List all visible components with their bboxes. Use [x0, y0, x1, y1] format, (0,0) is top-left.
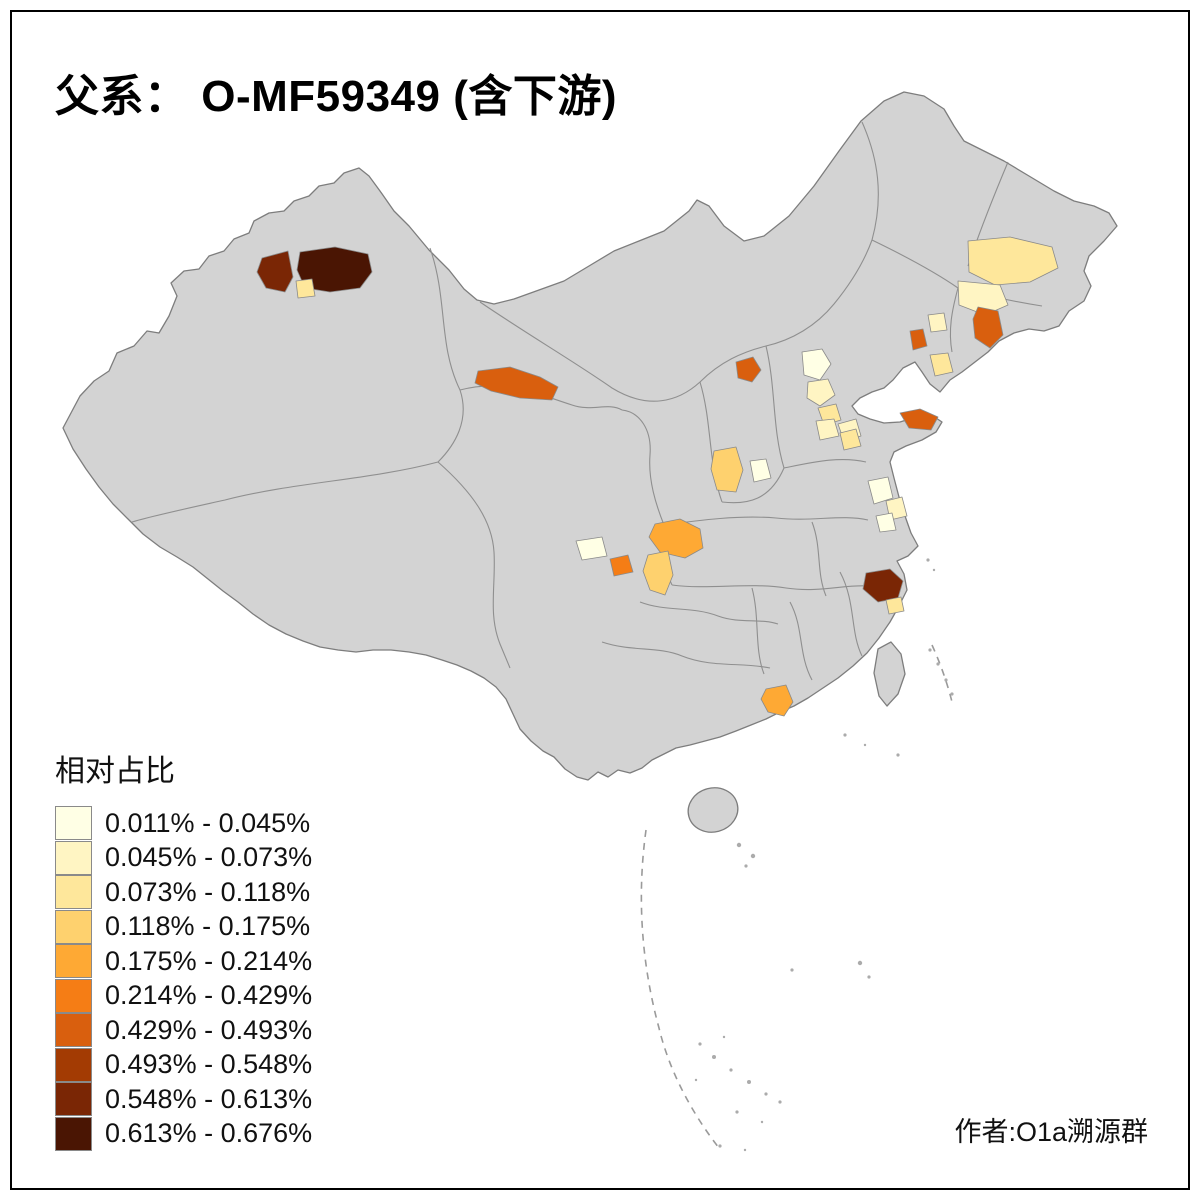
- map-region-liaodong-south: [929, 352, 954, 377]
- map-region-pearl-river-delta: [760, 684, 794, 717]
- legend-item: 0.011% - 0.045%: [55, 806, 312, 841]
- attribution: 作者:O1a溯源群: [954, 1117, 1148, 1147]
- map-region-central-jiangsu-1: [867, 476, 894, 505]
- legend-label: 0.214% - 0.429%: [105, 980, 313, 1011]
- legend-item: 0.214% - 0.429%: [55, 978, 313, 1014]
- legend-swatch: [55, 944, 92, 979]
- map-region-northern-hebei-1: [801, 348, 832, 381]
- legend-swatch: [55, 1013, 92, 1048]
- legend-item: 0.175% - 0.214%: [55, 944, 312, 979]
- map-region-shandong-peninsula-tip: [899, 408, 939, 431]
- legend-label: 0.429% - 0.493%: [105, 1014, 313, 1045]
- legend-title: 相对占比: [55, 755, 175, 788]
- legend-item: 0.613% - 0.676%: [55, 1116, 313, 1152]
- map-region-southern-jiangsu: [875, 512, 897, 533]
- map-region-central-shanxi: [710, 446, 744, 493]
- mainland-landmass: [62, 91, 1118, 833]
- legend-swatch: [55, 909, 92, 944]
- legend-label: 0.548% - 0.613%: [105, 1083, 313, 1114]
- map-region-western-gansu-corridor: [474, 366, 559, 401]
- legend-label: 0.118% - 0.175%: [105, 911, 311, 942]
- legend-label: 0.011% - 0.045%: [105, 807, 311, 838]
- map-region-central-jilin: [967, 236, 1059, 286]
- map-region-western-shandong-2: [839, 428, 862, 451]
- legend-label: 0.073% - 0.118%: [105, 876, 311, 907]
- legend-item: 0.118% - 0.175%: [55, 909, 312, 945]
- legend-swatch: [55, 875, 92, 910]
- legend-items: 0.011% - 0.045% 0.045% - 0.073% 0.073% - 0…: [55, 806, 312, 1151]
- legend: 相对占比 0.011% - 0.045% 0.045% - 0.073% 0.073…: [55, 746, 312, 1151]
- map-region-liaoning-small-north: [927, 312, 948, 333]
- choropleth-regions: [256, 236, 1059, 717]
- map-region-zhejiang-small: [885, 596, 905, 615]
- page-title: 父系： O-MF59349 (含下游): [55, 72, 618, 121]
- map-region-beijing-area: [735, 356, 762, 383]
- legend-item: 0.045% - 0.073%: [55, 840, 313, 876]
- map-region-western-liaoning: [909, 328, 928, 351]
- legend-item: 0.073% - 0.118%: [55, 875, 312, 910]
- map-region-chengdu-area: [648, 518, 704, 559]
- map-region-eastern-liaoning: [972, 306, 1004, 349]
- legend-label: 0.175% - 0.214%: [105, 945, 313, 976]
- taiwan-island: [873, 641, 906, 707]
- map-region-northern-xinjiang-west: [256, 250, 294, 293]
- legend-swatch: [55, 1116, 92, 1151]
- legend-label: 0.493% - 0.548%: [105, 1049, 313, 1080]
- legend-swatch: [55, 806, 92, 841]
- map-region-eastern-shanxi: [749, 458, 772, 483]
- legend-swatch: [55, 1047, 92, 1082]
- legend-label: 0.613% - 0.676%: [105, 1118, 313, 1149]
- small-islands: [694, 558, 954, 1152]
- legend-label: 0.045% - 0.073%: [105, 842, 313, 873]
- china-outline: [62, 91, 1118, 781]
- map-region-central-sichuan-small: [609, 554, 634, 577]
- legend-swatch: [55, 978, 92, 1013]
- legend-swatch: [55, 840, 92, 875]
- map-region-northern-xinjiang-east: [296, 246, 373, 293]
- map-region-western-shandong-1: [815, 418, 840, 441]
- map-region-northern-hebei-2: [806, 378, 836, 407]
- map-region-western-sichuan-cream: [575, 536, 608, 561]
- legend-swatch: [55, 1082, 92, 1117]
- hainan-island: [687, 787, 739, 833]
- map-region-northern-liaoning: [957, 280, 1009, 316]
- map-region-northern-xinjiang-small: [295, 278, 316, 299]
- map-region-chongqing-strip: [642, 550, 674, 596]
- legend-item: 0.429% - 0.493%: [55, 1013, 312, 1048]
- legend-item: 0.548% - 0.613%: [55, 1082, 312, 1117]
- legend-item: 0.493% - 0.548%: [55, 1047, 313, 1083]
- south-china-sea-boundary: [640, 644, 954, 1149]
